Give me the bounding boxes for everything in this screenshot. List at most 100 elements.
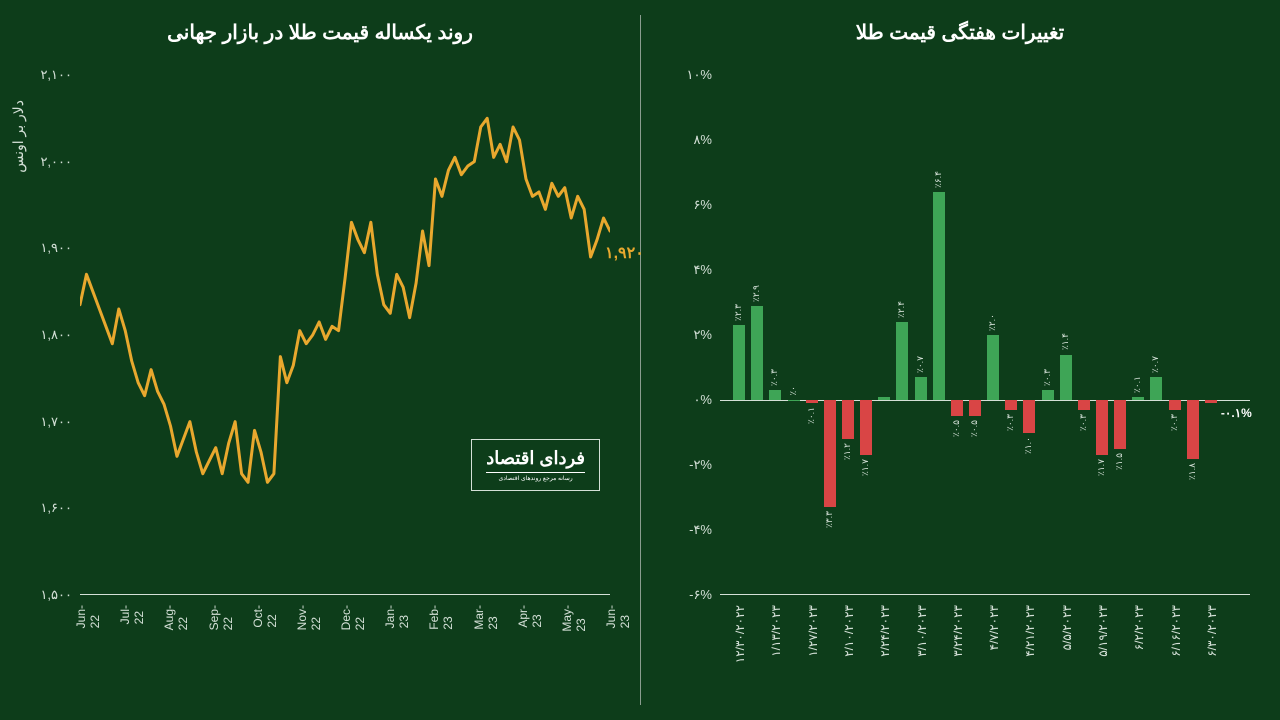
bar-label: ٪۱.۸ xyxy=(1187,463,1199,480)
y-tick: ۱,۷۰۰ xyxy=(40,414,72,430)
bar xyxy=(1187,400,1199,459)
y-tick: ۱,۶۰۰ xyxy=(40,500,72,516)
bar-label: ٪۶.۴ xyxy=(933,171,945,188)
bar-label: ٪۳.۳ xyxy=(824,511,836,528)
bar-label: ٪۰.۳ xyxy=(1078,414,1090,431)
bar-label: ٪۰.۳ xyxy=(1042,369,1054,386)
bar-label: ٪۰.۳ xyxy=(1005,414,1017,431)
y-tick: ۴% xyxy=(693,262,712,278)
bar-chart-panel: تغییرات هفتگی قیمت طلا -۶% -۴% -۲% ۰% ۲% ۴% ۶%… xyxy=(640,0,1280,720)
bar xyxy=(915,377,927,400)
bar xyxy=(769,390,781,400)
x-axis-line xyxy=(720,594,1250,595)
line-chart-area: ۱,۵۰۰۱,۶۰۰۱,۷۰۰۱,۸۰۰۱,۹۰۰۲,۰۰۰۲,۱۰۰Jun-2… xyxy=(80,75,610,595)
bar-chart-area: -۶%-۴%-۲%۰%۲%۴%۶%۸%۱۰%٪۲.۳٪۲.۹٪۰.۳٪۰٪۰.۱… xyxy=(720,75,1250,595)
bar-label: ٪۱.۲ xyxy=(842,443,854,460)
bar-label: ٪۰.۵ xyxy=(951,420,963,437)
y-tick: ۸% xyxy=(693,132,712,148)
y-axis-label: دلار بر اونس xyxy=(10,100,26,173)
bar xyxy=(1005,400,1017,410)
x-tick: Jan-23 xyxy=(383,605,411,628)
x-tick: Nov-22 xyxy=(295,605,323,630)
bar xyxy=(896,322,908,400)
x-tick: Aug-22 xyxy=(162,605,190,630)
x-tick: ۶/۱۶/۲۰۲۳ xyxy=(1169,605,1183,657)
x-tick: May-23 xyxy=(560,605,588,632)
bar xyxy=(1042,390,1054,400)
bar-label: ٪۱.۰ xyxy=(1023,437,1035,454)
bar-label: ٪۰.۵ xyxy=(969,420,981,437)
bar-label: ٪۰.۷ xyxy=(1150,356,1162,373)
x-axis-line xyxy=(80,594,610,595)
x-tick: Mar-23 xyxy=(472,605,500,630)
x-tick: Apr-23 xyxy=(516,605,544,628)
bar xyxy=(878,397,890,400)
bar-label: ٪۲.۹ xyxy=(751,285,763,302)
bar-label: ٪۲.۰ xyxy=(987,314,999,331)
bar xyxy=(1169,400,1181,410)
bar-label: ٪۰.۱ xyxy=(1132,376,1144,393)
x-tick: ۱/۱۳/۲۰۲۳ xyxy=(769,605,783,657)
y-tick: -۲% xyxy=(689,457,712,473)
bar xyxy=(1114,400,1126,449)
bar xyxy=(1060,355,1072,401)
bar-label: ٪۰.۷ xyxy=(915,356,927,373)
x-tick: Feb-23 xyxy=(427,605,455,630)
bar-label: ٪۰.۱ xyxy=(806,407,818,424)
x-tick: Oct-22 xyxy=(251,605,279,628)
x-tick: ۲/۱۰/۲۰۲۳ xyxy=(842,605,856,657)
price-callout: ۱,۹۲۰ xyxy=(605,243,644,263)
logo-sub: رسانه مرجع روندهای اقتصادی xyxy=(486,472,585,482)
x-tick: ۵/۱۹/۲۰۲۳ xyxy=(1096,605,1110,657)
bar-label: ٪۰ xyxy=(788,386,800,396)
y-tick: ۱,۵۰۰ xyxy=(40,587,72,603)
bar xyxy=(860,400,872,455)
x-tick: Dec-22 xyxy=(339,605,367,630)
bar xyxy=(1205,400,1217,403)
bar-label: ٪۱.۵ xyxy=(1114,453,1126,470)
bar-label: ٪۱.۴ xyxy=(1060,333,1072,350)
y-tick: -۴% xyxy=(689,522,712,538)
line-chart-title: روند یکساله قیمت طلا در بازار جهانی xyxy=(30,20,610,45)
bar-label: ٪۲.۴ xyxy=(896,301,908,318)
y-tick: ۱,۸۰۰ xyxy=(40,327,72,343)
x-tick: ۳/۱۰/۲۰۲۳ xyxy=(915,605,929,657)
y-tick: ۱۰% xyxy=(686,67,712,83)
bar-label: ٪۱.۷ xyxy=(860,459,872,476)
bar-label: ٪۲.۳ xyxy=(733,304,745,321)
bar xyxy=(951,400,963,416)
y-tick: ۲,۱۰۰ xyxy=(40,67,72,83)
bar xyxy=(788,400,800,401)
bar-label: ٪۰.۳ xyxy=(769,369,781,386)
last-value-callout: -۰.۱% xyxy=(1221,406,1252,420)
bar xyxy=(1096,400,1108,455)
bar xyxy=(969,400,981,416)
logo-box: فردای اقتصادرسانه مرجع روندهای اقتصادی xyxy=(471,439,600,491)
y-tick: ۲% xyxy=(693,327,712,343)
y-tick: ۱,۹۰۰ xyxy=(40,240,72,256)
x-tick: ۲/۲۴/۲۰۲۳ xyxy=(878,605,892,657)
bar xyxy=(933,192,945,400)
x-tick: ۶/۳۰/۲۰۲۳ xyxy=(1205,605,1219,657)
bar-chart-title: تغییرات هفتگی قیمت طلا xyxy=(670,20,1250,45)
x-tick: ۱/۲۷/۲۰۲۳ xyxy=(806,605,820,657)
bar-label: ٪۱.۷ xyxy=(1096,459,1108,476)
line-path-svg xyxy=(80,75,610,595)
line-chart-panel: روند یکساله قیمت طلا در بازار جهانی دلار… xyxy=(0,0,640,720)
y-tick: -۶% xyxy=(689,587,712,603)
bar xyxy=(842,400,854,439)
bar xyxy=(733,325,745,400)
bar xyxy=(806,400,818,403)
y-tick: ۶% xyxy=(693,197,712,213)
x-tick: Jun-22 xyxy=(74,605,102,628)
bar xyxy=(1150,377,1162,400)
y-tick: ۰% xyxy=(693,392,712,408)
x-tick: Sep-22 xyxy=(207,605,235,630)
x-tick: ۵/۵/۲۰۲۳ xyxy=(1060,605,1074,650)
x-tick: ۶/۲/۲۰۲۳ xyxy=(1132,605,1146,650)
bar xyxy=(824,400,836,507)
bar xyxy=(1132,397,1144,400)
x-tick: ۴/۷/۲۰۲۳ xyxy=(987,605,1001,650)
bar-label: ٪۰.۳ xyxy=(1169,414,1181,431)
x-tick: ۴/۲۱/۲۰۲۳ xyxy=(1023,605,1037,657)
